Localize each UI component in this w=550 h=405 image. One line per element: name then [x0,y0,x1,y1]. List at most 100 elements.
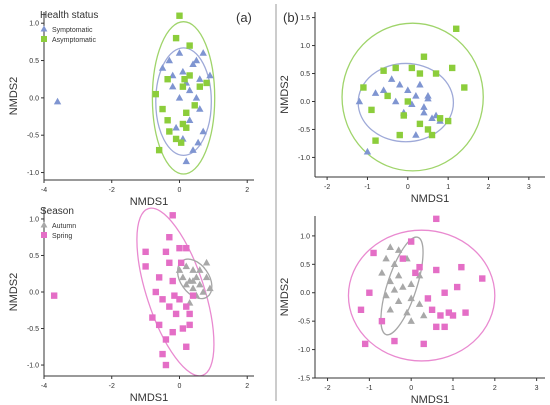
point-asymptomatic [453,25,460,32]
legend-triangle-icon [40,221,48,228]
legend-item-label: Autumn [52,223,76,230]
point-autumn [199,288,207,295]
x-tick-label: 3 [535,385,539,392]
point-symptomatic [420,108,428,116]
point-symptomatic [175,93,184,101]
point-autumn [394,246,403,253]
x-tick-label: -2 [324,184,330,191]
point-symptomatic [185,86,194,94]
legend-square-icon [41,232,47,238]
y-axis-title: NMDS2 [8,77,20,116]
x-tick-label: -1 [364,184,370,191]
x-tick-label: -2 [109,187,115,194]
point-autumn [415,300,424,307]
legend-title: Season [40,206,74,217]
x-axis-title: NMDS1 [411,193,450,205]
point-symptomatic [53,97,62,105]
point-spring [361,340,369,348]
point-asymptomatic [176,12,183,19]
x-tick-label: 1 [451,385,455,392]
point-spring [155,274,163,281]
point-symptomatic [355,97,364,105]
point-spring [169,277,176,285]
point-autumn [382,291,390,299]
point-spring [420,340,427,348]
point-autumn [399,283,407,290]
y-tick-label: 0.5 [29,58,39,65]
x-tick-label: 2 [245,187,249,194]
point-autumn [390,285,399,293]
point-symptomatic [404,86,412,94]
x-tick-label: -2 [324,385,330,392]
point-autumn [382,254,390,262]
point-spring [179,325,187,332]
point-symptomatic [158,64,167,71]
point-asymptomatic [384,92,391,100]
point-spring [441,289,448,296]
point-asymptomatic [416,70,424,77]
point-asymptomatic [179,120,187,128]
point-asymptomatic [392,64,399,72]
y-tick-label: 0.0 [29,95,39,102]
plot-a-bottom: -4 -2 0 2 -1.0 -0.5 0.0 0.5 1.0 NMDS1 NMDS2 Season A… [8,206,254,404]
point-spring [159,350,166,358]
point-asymptomatic [444,117,452,125]
point-spring [433,215,440,223]
y-tick-label: 0.5 [300,71,310,78]
point-spring [162,361,170,369]
point-spring [189,292,197,299]
point-symptomatic [391,97,400,105]
x-axis-title: NMDS1 [130,392,169,404]
point-autumn [394,297,403,304]
point-symptomatic [387,75,396,82]
point-symptomatic [179,67,187,75]
point-spring [412,269,419,277]
point-symptomatic [420,103,428,110]
point-autumn [378,268,386,276]
point-spring [149,314,156,321]
plot-b-top: -2 -1 0 1 2 3 -1.0 -0.5 0.0 0.5 1.0 1.5 NMDS1 NMDS2 [279,12,545,205]
point-symptomatic [194,138,202,146]
point-spring [50,292,58,299]
x-tick-label: 2 [245,383,249,390]
point-autumn [179,273,187,281]
legend-title: Health status [40,10,98,21]
point-asymptomatic [448,64,456,72]
x-tick-label: -1 [366,385,372,392]
point-spring [407,238,415,245]
x-tick-label: 1 [446,184,450,191]
point-symptomatic [189,146,197,153]
x-tick-label: -4 [41,187,47,194]
y-tick-label: -0.5 [27,326,39,333]
point-autumn [386,277,394,285]
point-autumn [192,273,201,281]
point-spring [433,266,440,274]
point-spring [155,321,163,329]
point-asymptomatic [432,70,440,77]
point-spring [458,263,465,271]
point-autumn [175,266,184,273]
point-spring [462,309,469,316]
point-symptomatic [428,114,436,122]
point-asymptomatic [424,126,432,133]
confidence-ellipse-1 [136,207,215,377]
point-autumn [202,273,211,281]
point-spring [416,263,423,271]
point-asymptomatic [420,53,428,60]
point-autumn [206,284,214,292]
confidence-ellipse-2 [380,236,424,336]
x-tick-label: 0 [409,385,413,392]
point-asymptomatic [380,67,387,74]
point-asymptomatic [152,90,159,98]
point-autumn [407,294,415,302]
point-spring [441,323,448,331]
point-symptomatic [196,75,204,82]
x-axis-title: NMDS1 [130,196,169,208]
x-tick-label: 3 [527,184,531,191]
point-autumn [420,311,428,319]
point-asymptomatic [461,84,468,91]
point-symptomatic [165,56,174,64]
plot-b-bottom: -2 -1 0 1 2 3 -1.5 -1.0 -0.5 0.0 0.5 1.0 NMDS1 NMDS2 [279,215,545,405]
point-spring [169,328,176,336]
point-spring [453,283,461,291]
